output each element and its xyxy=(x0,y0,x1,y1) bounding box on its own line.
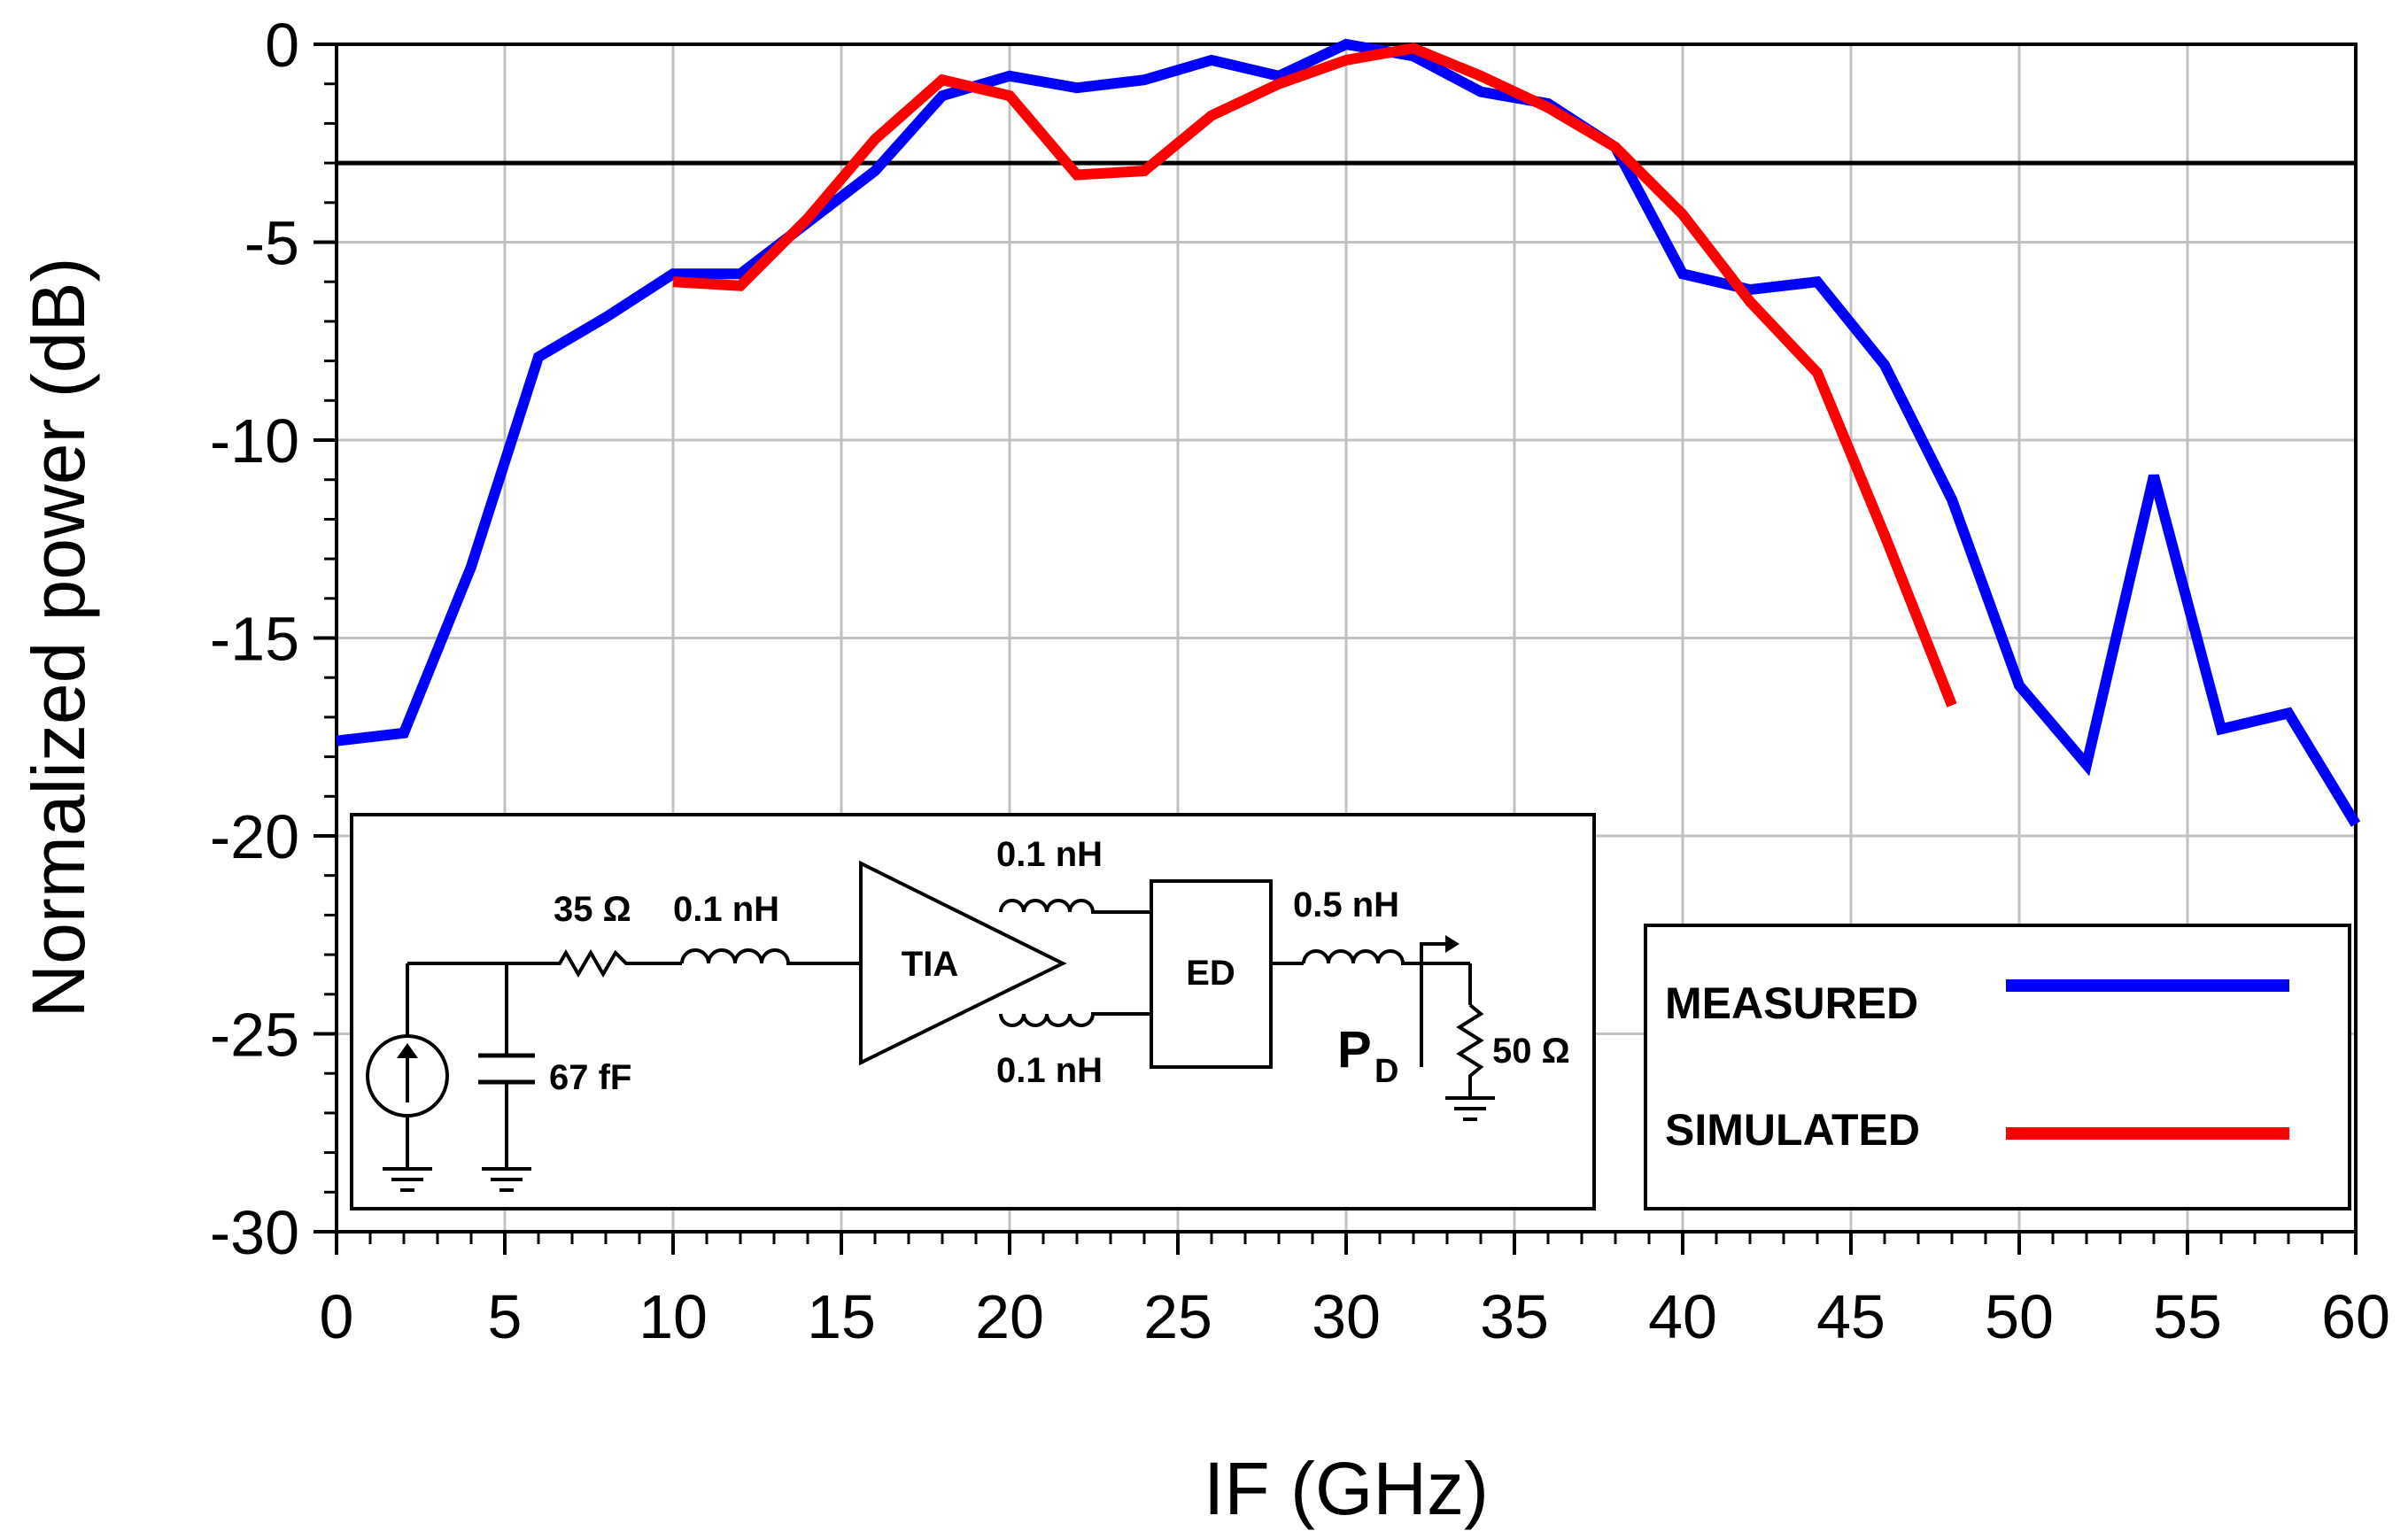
x-tick-label: 40 xyxy=(1648,1282,1717,1351)
power-arrow-icon xyxy=(1420,942,1445,1067)
minor-ticks xyxy=(314,43,2358,1255)
tia-label: TIA xyxy=(902,945,958,984)
y-tick-label: -10 xyxy=(210,406,299,476)
y-tick-label: 0 xyxy=(265,11,299,80)
ground-icon xyxy=(1445,1096,1495,1121)
series xyxy=(336,38,2361,827)
y-tick-label: -25 xyxy=(210,1001,299,1070)
x-tick-label: 60 xyxy=(2321,1282,2390,1351)
x-tick-label: 15 xyxy=(807,1282,876,1351)
resistor-icon xyxy=(1456,1003,1484,1098)
ed-label: ED xyxy=(1186,954,1235,993)
ground-icon xyxy=(383,1167,432,1192)
inductor-top-label: 0.1 nH xyxy=(996,835,1103,874)
y-tick-label: -30 xyxy=(210,1198,299,1267)
x-tick-label: 35 xyxy=(1480,1282,1549,1351)
inductor-icon xyxy=(999,1012,1151,1027)
inductor-icon xyxy=(680,948,859,965)
x-tick-label: 50 xyxy=(1985,1282,2054,1351)
circuit-box xyxy=(350,813,1596,1210)
series-line-simulated xyxy=(672,43,1957,708)
x-axis-label: IF (GHz) xyxy=(1204,1447,1489,1530)
y-tick-label: -15 xyxy=(210,605,299,674)
inductor-input-label: 0.1 nH xyxy=(673,890,779,929)
current-source-arrow-icon xyxy=(397,1043,418,1058)
resistor-35-label: 35 Ω xyxy=(554,890,631,929)
circuit-inset: 67 fF 35 Ω 0.1 nH TIA 0.1 nH 0.1 nH ED 0… xyxy=(350,813,1596,1210)
inductor-output-label: 0.5 nH xyxy=(1293,886,1399,924)
x-tick-label: 25 xyxy=(1143,1282,1212,1351)
x-tick-label: 55 xyxy=(2153,1282,2222,1351)
x-tick-label: 0 xyxy=(320,1282,354,1351)
x-tick-label: 20 xyxy=(975,1282,1044,1351)
legend-label-measured: MEASURED xyxy=(1665,978,1918,1028)
x-tick-label: 45 xyxy=(1816,1282,1885,1351)
pd-subscript: D xyxy=(1374,1053,1398,1090)
inductor-icon xyxy=(999,899,1151,914)
envelope-detector xyxy=(1150,879,1273,1069)
x-tick-label: 5 xyxy=(488,1282,523,1351)
load-resistor-label: 50 Ω xyxy=(1492,1032,1570,1071)
y-axis-label: Normalized power (dB) xyxy=(17,258,100,1018)
inductor-icon xyxy=(1302,949,1470,965)
capacitor-label: 67 fF xyxy=(549,1058,631,1097)
x-tick-label: 30 xyxy=(1312,1282,1381,1351)
y-tick-labels: 0 -5 -10 -15 -20 -25 -30 xyxy=(210,11,299,1267)
series-line-measured xyxy=(336,38,2361,827)
legend: MEASURED SIMULATED xyxy=(1644,924,2351,1210)
pd-label: P xyxy=(1337,1021,1372,1079)
y-tick-label: -5 xyxy=(244,209,299,278)
y-tick-label: -20 xyxy=(210,802,299,871)
ground-icon xyxy=(482,1167,531,1192)
x-tick-labels: 0 5 10 15 20 25 30 35 40 45 50 55 60 xyxy=(320,1282,2390,1351)
inductor-bottom-label: 0.1 nH xyxy=(996,1051,1103,1090)
resistor-icon xyxy=(549,949,682,978)
legend-box xyxy=(1644,924,2351,1210)
x-tick-label: 10 xyxy=(639,1282,708,1351)
tia-amplifier xyxy=(859,860,1067,1066)
legend-label-simulated: SIMULATED xyxy=(1665,1105,1920,1155)
